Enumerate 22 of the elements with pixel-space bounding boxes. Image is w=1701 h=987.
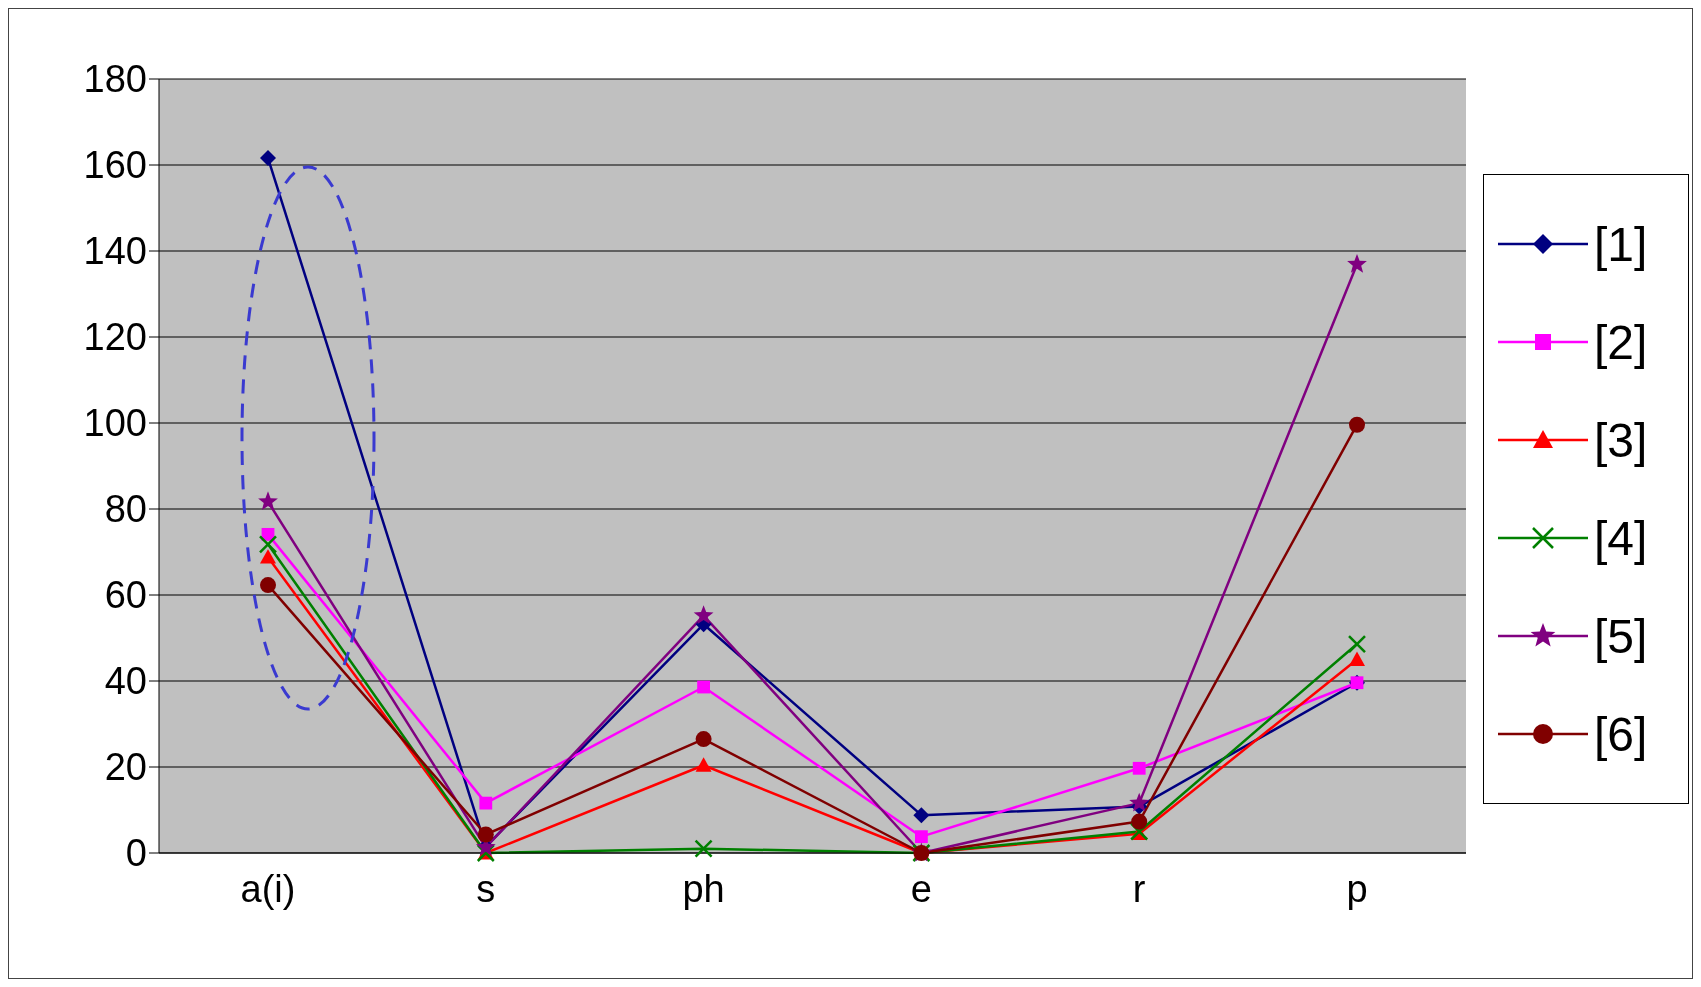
- y-tick-label: 160: [83, 144, 147, 187]
- y-tick-label: 120: [83, 316, 147, 359]
- y-tick-label: 0: [125, 832, 147, 875]
- y-tick-label: 80: [104, 488, 147, 531]
- x-tick-label: e: [910, 867, 932, 910]
- x-tick-label: a(i): [240, 867, 296, 910]
- y-tick-label: 180: [83, 58, 147, 101]
- y-tick-label: 100: [83, 402, 147, 445]
- y-tick-label: 20: [104, 746, 147, 789]
- y-tick-label: 60: [104, 574, 147, 617]
- x-tick-label: s: [476, 867, 496, 910]
- legend-label: [6]: [1594, 706, 1648, 762]
- legend-label: [2]: [1594, 314, 1648, 370]
- x-tick-label: p: [1346, 867, 1368, 910]
- legend-label: [5]: [1594, 608, 1648, 664]
- legend-label: [3]: [1594, 412, 1648, 468]
- y-tick-label: 140: [83, 230, 147, 273]
- legend-label: [1]: [1594, 216, 1648, 272]
- x-tick-label: r: [1132, 867, 1146, 910]
- y-tick-label: 40: [104, 660, 147, 703]
- x-tick-label: ph: [682, 867, 725, 910]
- legend-label: [4]: [1594, 510, 1648, 566]
